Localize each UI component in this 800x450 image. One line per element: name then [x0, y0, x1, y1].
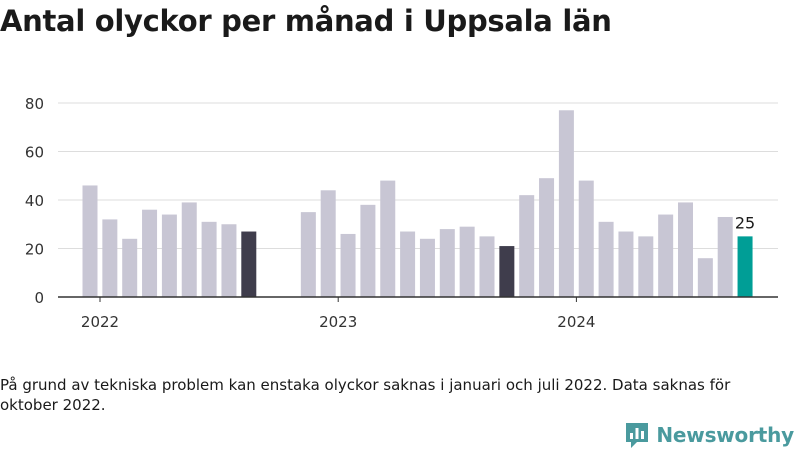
- x-tick-label: 2024: [557, 313, 595, 331]
- bar-2022-12: [300, 212, 316, 297]
- bar-2024-05: [638, 236, 654, 297]
- chart-title: Antal olyckor per månad i Uppsala län: [0, 4, 612, 38]
- bar-2022-07: [201, 221, 217, 297]
- gridlines: [58, 102, 778, 249]
- y-tick-label: 40: [25, 192, 44, 210]
- axes: [58, 296, 778, 302]
- bar-2022-05: [161, 214, 177, 297]
- x-tick-label: 2023: [319, 313, 357, 331]
- bar-chart: 0 20 40 60 80 2022 2023 2024 25: [25, 95, 778, 331]
- bar-2022-03: [122, 238, 138, 297]
- bar-2024-01: [558, 110, 574, 298]
- y-tick-label: 0: [34, 289, 44, 307]
- bar-2023-11: [519, 195, 535, 297]
- y-tick-label: 20: [25, 241, 44, 259]
- bar-2022-08: [221, 224, 237, 297]
- bars: [82, 110, 753, 298]
- bar-2024-06: [658, 214, 674, 297]
- bar-2024-09: [717, 216, 733, 297]
- bar-2023-07: [439, 229, 455, 297]
- footnote: På grund av tekniska problem kan enstaka…: [0, 376, 731, 414]
- brand-name: Newsworthy: [656, 423, 794, 447]
- bar-2023-08: [459, 226, 475, 297]
- bar-2024-02: [578, 180, 594, 297]
- labels: 0 20 40 60 80 2022 2023 2024 25: [25, 95, 755, 331]
- brand[interactable]: Newsworthy: [624, 421, 794, 449]
- y-tick-label: 60: [25, 144, 44, 162]
- x-tick-label: 2022: [81, 313, 119, 331]
- bar-2024-03: [598, 221, 614, 297]
- newsworthy-logo-icon: [626, 423, 649, 448]
- bar-2024-08: [697, 258, 713, 297]
- bar-2023-06: [419, 238, 435, 297]
- bar-2022-02: [102, 219, 118, 297]
- bar-2023-09: [479, 236, 495, 297]
- bar-2023-05: [400, 231, 416, 297]
- y-tick-label: 80: [25, 95, 44, 113]
- bar-2024-04: [618, 231, 634, 297]
- bar-2022-04: [142, 209, 158, 297]
- bar-2024-10: [737, 236, 753, 297]
- data-label: 25: [735, 213, 755, 232]
- bar-2023-02: [340, 233, 356, 297]
- bar-2023-04: [380, 180, 396, 297]
- bar-2022-06: [181, 202, 197, 297]
- bar-2024-07: [678, 202, 693, 297]
- bar-2023-03: [360, 204, 376, 297]
- bar-2022-09: [241, 231, 257, 297]
- bar-2023-01: [320, 190, 336, 297]
- bar-2023-10: [499, 246, 515, 297]
- bar-2022-01: [82, 185, 98, 297]
- bar-2023-12: [539, 178, 555, 297]
